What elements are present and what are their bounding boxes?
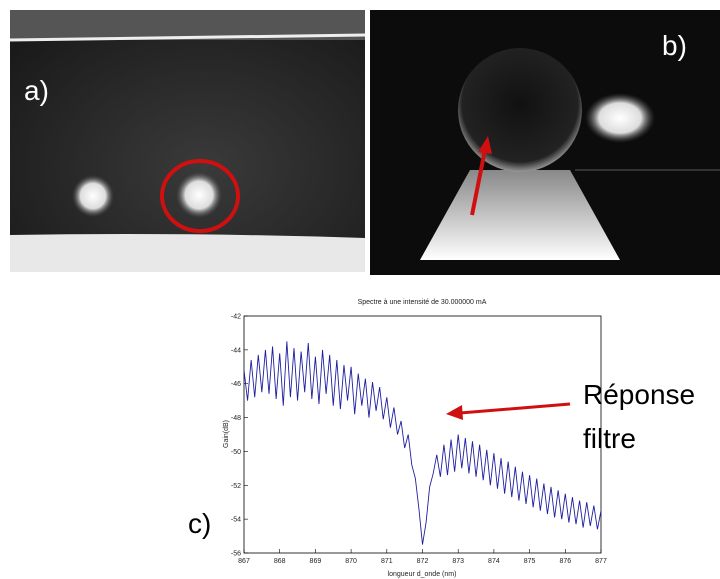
arrow (459, 402, 571, 415)
panel-label: a) (24, 75, 49, 106)
x-tick-label: 867 (238, 558, 250, 565)
y-tick-label: -56 (231, 551, 241, 558)
x-tick-label: 872 (417, 558, 429, 565)
y-tick-label: -44 (231, 347, 241, 354)
y-tick-label: -50 (231, 449, 241, 456)
y-tick-label: -48 (231, 415, 241, 422)
x-tick-label: 868 (274, 558, 286, 565)
annotation: Réponse (583, 379, 695, 410)
x-tick-label: 874 (488, 558, 500, 565)
data-line (243, 341, 602, 545)
panel-label: c) (188, 508, 211, 539)
photo-b (370, 10, 720, 275)
x-tick-label: 871 (381, 558, 393, 565)
y-tick-label: -54 (231, 517, 241, 524)
y-tick-label: -52 (231, 483, 241, 490)
arrow-head (446, 405, 463, 420)
photo-a (9, 10, 366, 272)
x-tick-label: 870 (345, 558, 357, 565)
chart-title: Spectre à une intensité de 30.000000 mA (358, 299, 487, 306)
x-tick-label: 869 (310, 558, 322, 565)
x-tick-label: 876 (559, 558, 571, 565)
annotation: filtre (583, 423, 636, 454)
plot: 867 868 869 870 871 872 873 874 875 876 877 -56 -54 -… (231, 314, 607, 566)
x-axis-label: longueur d_onde (nm) (388, 571, 457, 578)
plot-frame (243, 315, 602, 554)
y-tick-label: -42 (231, 314, 241, 321)
x-tick-label: 873 (452, 558, 464, 565)
x-tick-label: 875 (524, 558, 536, 565)
y-tick-label: -46 (231, 381, 241, 388)
y-axis-label: Gain(dB) (223, 420, 230, 448)
panel-label: b) (662, 30, 687, 61)
x-tick-label: 877 (595, 558, 607, 565)
